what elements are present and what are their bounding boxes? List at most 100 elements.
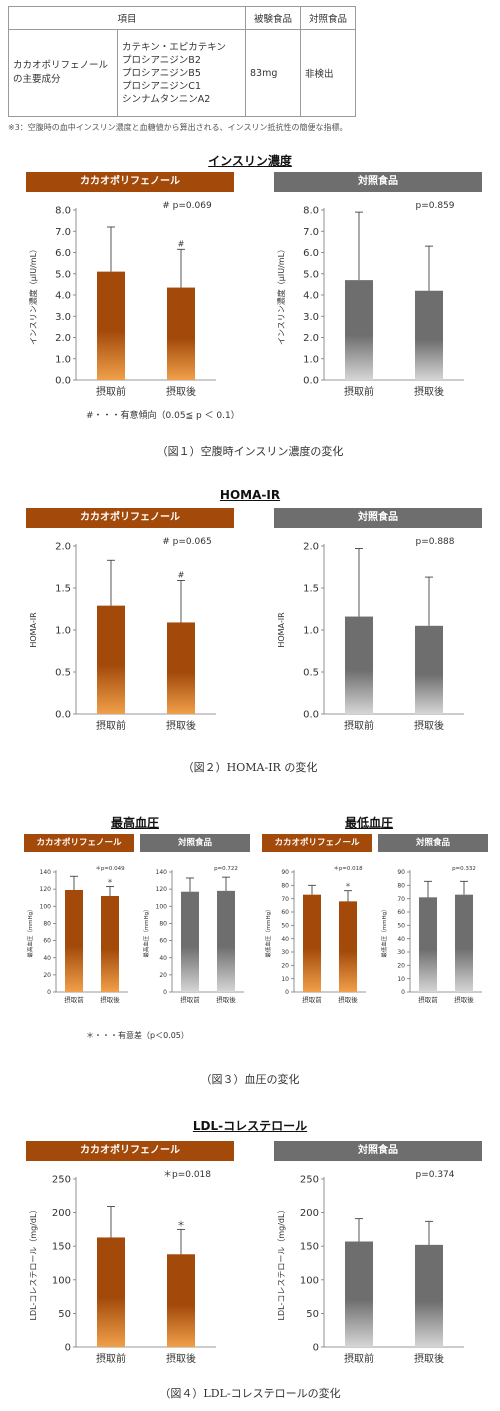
y-tick-label: 90 (397, 869, 405, 876)
y-axis-label: インスリン濃度（μIU/mL） (276, 245, 286, 345)
y-tick-label: 4.0 (55, 291, 71, 302)
y-tick-label: 100 (156, 903, 168, 910)
y-tick-label: 2.0 (55, 542, 71, 553)
bar (167, 287, 195, 380)
y-tick-label: 0.0 (55, 376, 71, 387)
y-tick-label: 0.0 (55, 710, 71, 721)
chart-panel: カカオポリフェノール 0 50 100 150 200 250 LDL-コレステロール（mg/… (26, 1141, 234, 1367)
x-tick-label: 摂取後 (100, 995, 120, 1004)
y-tick-label: 20 (281, 962, 289, 969)
y-tick-label: 50 (306, 1309, 319, 1320)
chart-panel: 対照食品 0.0 0.5 1.0 1.5 2.0 HOMA-IR 摂取前 摂取後 p=0.888 (274, 508, 482, 734)
p-value-label: p=0.722 (214, 866, 238, 872)
bar-chart: 0 10 20 30 40 50 60 70 80 90 最低血圧（mmHg） 摂取前 ＊ 摂取後 ＊p=0… (264, 865, 366, 1004)
significance-mark: # (178, 570, 185, 579)
bar-chart: 0 20 40 60 80 100 120 140 最高血圧（mmHg） 摂取前 ＊ 摂取後 ＊p=0.… (26, 865, 128, 1004)
bar-chart: 0 50 100 150 200 250 LDL-コレステロール（mg/dL） 摂取前 摂取後 p… (277, 1170, 464, 1365)
bar-chart: 0 50 100 150 200 250 LDL-コレステロール（mg/dL） 摂取前 ＊ 摂取後… (29, 1170, 216, 1365)
y-tick-label: 60 (397, 909, 405, 916)
y-tick-label: 120 (40, 886, 52, 893)
group-header-cocoa: カカオポリフェノール (24, 834, 134, 852)
p-value-label: p=0.374 (415, 1170, 454, 1180)
y-tick-label: 1.0 (303, 354, 319, 365)
bar (415, 625, 443, 714)
y-tick-label: 6.0 (55, 248, 71, 259)
y-tick-label: 1.0 (55, 354, 71, 365)
bar (217, 890, 235, 992)
section-title-ldl: LDL-コレステロール (192, 1119, 308, 1133)
section-title-systolic: 最高血圧 (110, 816, 159, 830)
x-tick-label: 摂取後 (166, 1352, 196, 1365)
x-tick-label: 摂取前 (96, 385, 126, 398)
y-tick-label: 0 (163, 989, 167, 996)
group-header-control: 対照食品 (140, 834, 250, 852)
figure-caption-1: （図１）空腹時インスリン濃度の変化 (156, 445, 344, 458)
bar (345, 1241, 373, 1347)
y-tick-label: 30 (281, 949, 289, 956)
y-tick-label: 250 (52, 1175, 71, 1186)
bar (345, 280, 373, 380)
y-tick-label: 100 (52, 1275, 71, 1286)
group-header-control: 対照食品 (378, 834, 488, 852)
chart-panel: 対照食品 0 20 40 60 80 100 120 140 最高血圧（mmHg） 摂取前 摂取後 p=… (140, 834, 250, 1012)
bar-chart: 0 10 20 30 40 50 60 70 80 90 最低血圧（mmHg） 摂取前 摂取後 p=0.3… (380, 866, 482, 1004)
component-item: シンナムタンニンA2 (122, 93, 211, 105)
bar (167, 622, 195, 714)
x-tick-label: 摂取後 (166, 385, 196, 398)
x-tick-label: 摂取後 (338, 995, 358, 1004)
bar (455, 894, 473, 992)
y-tick-label: 0.5 (303, 668, 319, 679)
y-tick-label: 2.0 (303, 542, 319, 553)
y-tick-label: 150 (300, 1242, 319, 1253)
chart-panel: カカオポリフェノール 0.0 1.0 2.0 3.0 4.0 5.0 6.0 7.0 8.0 インス… (26, 172, 234, 400)
y-tick-label: 40 (397, 936, 405, 943)
bar-chart: 0.0 0.5 1.0 1.5 2.0 HOMA-IR 摂取前 摂取後 p=0.888 (277, 537, 464, 732)
x-tick-label: 摂取前 (180, 995, 200, 1004)
x-tick-label: 摂取前 (64, 995, 84, 1004)
y-tick-label: 50 (58, 1309, 71, 1320)
y-tick-label: 80 (43, 921, 51, 928)
y-tick-label: 60 (281, 909, 289, 916)
component-item: プロシアニジンC1 (122, 80, 201, 92)
y-axis-label: 最高血圧（mmHg） (142, 906, 150, 957)
x-tick-label: 摂取前 (344, 719, 374, 732)
y-tick-label: 70 (281, 896, 289, 903)
y-tick-label: 80 (397, 882, 405, 889)
bar (303, 894, 321, 992)
bar (181, 891, 199, 992)
y-axis-label: HOMA-IR (29, 612, 38, 648)
y-tick-label: 0.0 (303, 710, 319, 721)
y-tick-label: 90 (281, 869, 289, 876)
p-value-label: ＊p=0.018 (163, 1170, 211, 1180)
bar-chart: 0.0 1.0 2.0 3.0 4.0 5.0 6.0 7.0 8.0 インスリン濃度（μIU/m… (28, 201, 216, 398)
p-value-label: p=0.332 (452, 866, 476, 872)
bar-chart: 0 20 40 60 80 100 120 140 最高血圧（mmHg） 摂取前 摂取後 p=0.72… (142, 866, 244, 1004)
y-tick-label: 140 (40, 869, 52, 876)
y-tick-label: 50 (397, 922, 405, 929)
y-tick-label: 1.0 (303, 626, 319, 637)
y-tick-label: 5.0 (55, 269, 71, 280)
section-title-diastolic: 最低血圧 (344, 816, 393, 830)
x-tick-label: 摂取後 (216, 995, 236, 1004)
chart-panel: カカオポリフェノール 0.0 0.5 1.0 1.5 2.0 HOMA-IR 摂取前 # 摂取後 #… (26, 508, 234, 734)
y-tick-label: 100 (300, 1275, 319, 1286)
bar (339, 901, 357, 992)
y-tick-label: 40 (43, 955, 51, 962)
chart-panel: 対照食品 0 10 20 30 40 50 60 70 80 90 最低血圧（mmHg） 摂取前 摂取後 p… (378, 834, 488, 1012)
bar-chart: 0.0 1.0 2.0 3.0 4.0 5.0 6.0 7.0 8.0 インスリン濃度（μIU/m… (276, 201, 464, 398)
table-row-label: カカオポリフェノールの主要成分 (8, 29, 118, 117)
x-tick-label: 摂取後 (414, 385, 444, 398)
chart-panel: 対照食品 0.0 1.0 2.0 3.0 4.0 5.0 6.0 7.0 8.0 インスリン濃度（μ… (274, 172, 482, 400)
y-tick-label: 40 (281, 936, 289, 943)
x-tick-label: 摂取前 (96, 1352, 126, 1365)
table-control-value: 非検出 (300, 29, 356, 117)
y-tick-label: 4.0 (303, 291, 319, 302)
p-value-label: ＊p=0.018 (333, 865, 363, 872)
x-tick-label: 摂取前 (418, 995, 438, 1004)
group-header-control: 対照食品 (274, 172, 482, 192)
y-tick-label: 7.0 (55, 227, 71, 238)
bar (65, 890, 83, 992)
y-tick-label: 0 (285, 989, 289, 996)
chart-panel: 対照食品 0 50 100 150 200 250 LDL-コレステロール（mg/dL） 摂取前… (274, 1141, 482, 1367)
y-tick-label: 70 (397, 896, 405, 903)
